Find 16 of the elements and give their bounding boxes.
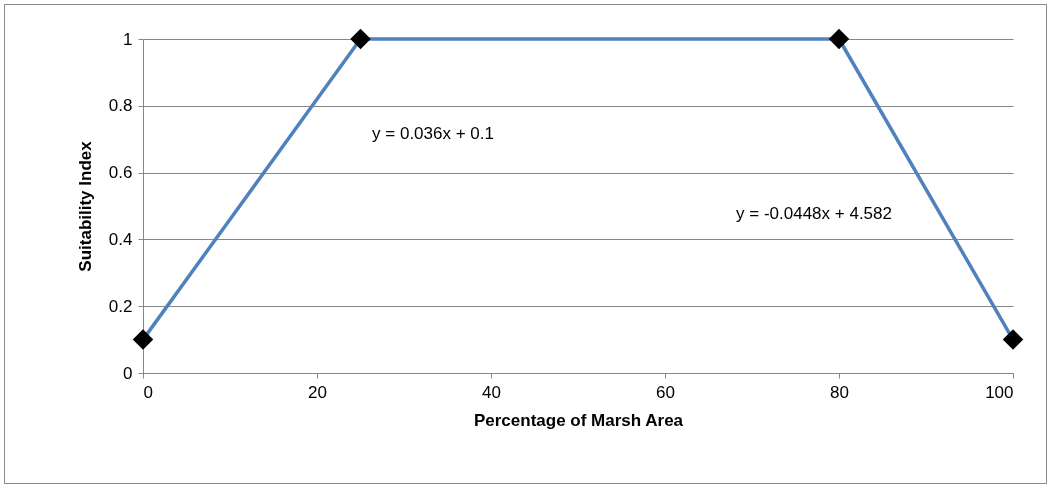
y-tick-label: 0 <box>123 363 133 383</box>
annotation: y = 0.036x + 0.1 <box>372 124 494 143</box>
y-tick-label: 0.8 <box>108 96 133 116</box>
y-axis-title: Suitability Index <box>75 140 95 272</box>
x-tick-label: 0 <box>143 382 153 402</box>
annotation: y = -0.0448x + 4.582 <box>736 204 892 223</box>
x-axis-title: Percentage of Marsh Area <box>473 410 684 430</box>
x-tick-label: 80 <box>830 382 849 402</box>
y-tick-label: 1 <box>123 29 133 49</box>
x-tick-label: 20 <box>308 382 327 402</box>
x-tick-label: 40 <box>482 382 501 402</box>
y-tick-label: 0.4 <box>108 229 133 249</box>
y-tick-label: 0.2 <box>108 296 133 316</box>
x-tick-label: 60 <box>656 382 675 402</box>
y-tick-label: 0.6 <box>108 163 133 183</box>
x-tick-label: 100 <box>985 382 1014 402</box>
